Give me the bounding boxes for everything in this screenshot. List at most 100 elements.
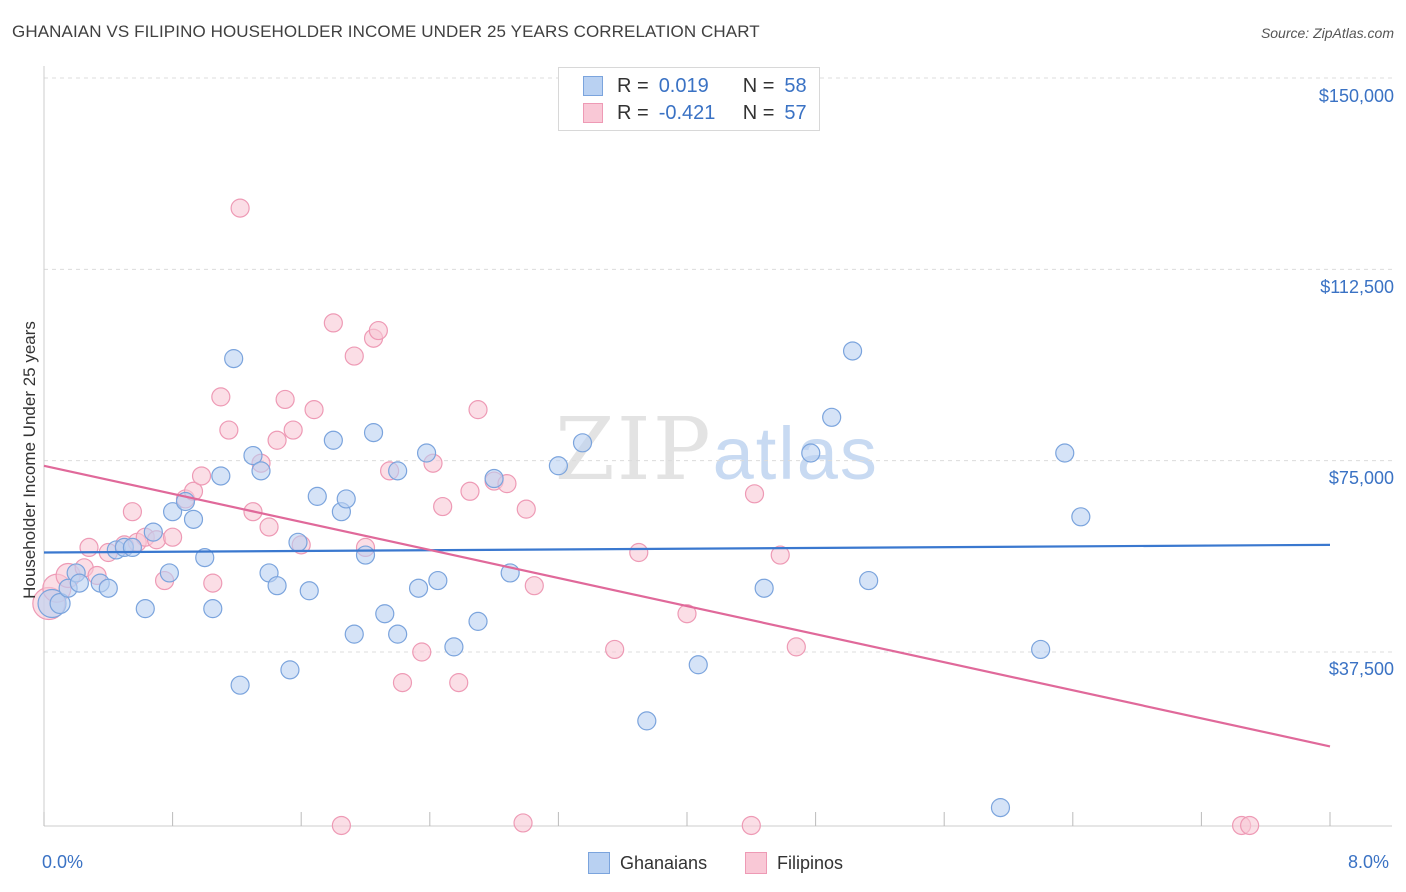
ghanaians-point-24	[267, 576, 287, 596]
legend-swatch-blue	[588, 852, 610, 874]
legend-n-label: N =	[742, 74, 775, 97]
ghanaians-point-35	[375, 604, 395, 624]
ghanaians-trend-line	[43, 543, 1331, 554]
y-axis-label: Householder Income Under 25 years	[20, 321, 39, 599]
legend-label-ghanaians: Ghanaians	[620, 852, 708, 873]
filipinos-point-23	[259, 517, 279, 537]
x-tick-label-max: 8.0%	[1348, 852, 1390, 872]
legend-swatch-blue	[583, 76, 603, 96]
ghanaians-point-28	[307, 486, 327, 506]
filipinos-point-17	[203, 573, 223, 593]
ghanaians-point-10	[135, 599, 155, 619]
ghanaians-point-21	[243, 445, 263, 466]
filipinos-point-25	[275, 389, 295, 410]
ghanaians-point-45	[548, 456, 569, 476]
filipinos-point-4	[79, 537, 99, 558]
filipinos-point-40	[449, 673, 469, 693]
y-tick-label-112500: $112,500	[1320, 277, 1394, 297]
filipinos-point-47	[524, 576, 544, 596]
ghanaians-point-12	[159, 563, 179, 583]
filipinos-point-34	[368, 320, 388, 341]
filipinos-point-31	[344, 346, 364, 366]
legend-n-value: 58	[784, 74, 807, 97]
legend-row-ghanaians: R = 0.019 N = 58	[583, 74, 807, 98]
filipinos-point-41	[460, 481, 480, 501]
legend-r-label: R =	[617, 74, 649, 97]
ghanaians-point-43	[484, 468, 504, 489]
axes	[43, 66, 1392, 827]
ghanaians-point-53	[859, 570, 879, 591]
ghanaians-point-15	[183, 509, 204, 529]
source-label: Source: ZipAtlas.com	[1260, 25, 1394, 41]
filipinos-point-16	[191, 466, 212, 486]
ghanaians-point-52	[842, 341, 863, 361]
chart-title: GHANAIAN VS FILIPINO HOUSEHOLDER INCOME …	[12, 22, 760, 41]
filipinos-point-37	[412, 642, 432, 662]
filipinos-point-50	[677, 604, 697, 624]
ghanaians-point-6	[98, 578, 118, 598]
stats-legend: R = 0.019 N = 58 R = -0.421 N = 57	[558, 67, 820, 131]
filipinos-point-49	[629, 542, 649, 563]
ghanaians-point-56	[1055, 443, 1075, 463]
filipinos-point-56	[1240, 815, 1260, 836]
ghanaians-point-27	[299, 581, 319, 601]
filipinos-point-53	[770, 545, 790, 565]
ghanaians-point-41	[444, 637, 464, 657]
ghanaians-point-34	[363, 423, 384, 443]
ghanaians-point-32	[344, 624, 364, 644]
gridlines	[44, 77, 1392, 653]
ghanaians-point-22	[251, 461, 271, 481]
ghanaians-point-37	[388, 624, 408, 644]
ghanaians-point-46	[572, 433, 593, 453]
ghanaians-points	[37, 341, 1091, 818]
legend-r-value: 0.019	[658, 74, 709, 97]
filipinos-point-13	[163, 527, 183, 547]
y-tick-label-37500: $37,500	[1328, 659, 1394, 679]
ghanaians-point-26	[288, 532, 308, 552]
filipinos-point-28	[304, 400, 324, 420]
ghanaians-point-48	[688, 655, 708, 675]
legend-r-label: R =	[617, 101, 649, 124]
filipinos-point-46	[516, 499, 536, 519]
x-tick-label-min: 0.0%	[42, 852, 84, 872]
legend-swatch-pink	[745, 852, 767, 874]
ghanaians-point-42	[468, 611, 488, 631]
ghanaians-point-57	[1071, 507, 1091, 527]
ghanaians-point-25	[280, 660, 300, 680]
ghanaians-point-11	[143, 522, 163, 542]
ghanaians-point-49	[754, 578, 774, 598]
ghanaians-point-50	[801, 443, 821, 463]
legend-item-filipinos: Filipinos	[745, 852, 843, 874]
filipinos-point-51	[741, 815, 761, 836]
filipinos-point-45	[513, 813, 533, 833]
legend-item-ghanaians: Ghanaians	[588, 852, 707, 874]
ghanaians-point-36	[388, 461, 408, 481]
legend-label-filipinos: Filipinos	[777, 852, 844, 873]
filipinos-point-36	[392, 673, 413, 693]
trend-lines	[43, 464, 1331, 748]
filipinos-point-18	[211, 387, 231, 407]
filipinos-point-30	[331, 815, 351, 836]
legend-n-value: 57	[784, 101, 807, 124]
ghanaians-point-29	[323, 430, 343, 450]
ghanaians-point-1	[49, 592, 71, 615]
filipinos-point-8	[122, 502, 143, 522]
ghanaians-point-20	[230, 675, 250, 695]
filipinos-point-29	[323, 313, 343, 333]
watermark-atlas: atlas	[712, 412, 879, 495]
filipinos-point-54	[786, 637, 806, 657]
ghanaians-point-33	[355, 545, 376, 565]
ghanaians-point-4	[69, 573, 89, 593]
filipinos-point-39	[433, 496, 453, 517]
ghanaians-point-17	[203, 599, 223, 619]
y-tick-label-150000: $150,000	[1318, 86, 1394, 106]
ghanaians-point-9	[122, 537, 143, 558]
filipinos-point-19	[219, 420, 239, 440]
legend-n-label: N =	[742, 101, 775, 124]
y-tick-label-75000: $75,000	[1328, 468, 1394, 488]
filipinos-point-26	[283, 420, 303, 440]
ghanaians-point-13	[163, 502, 183, 522]
filipinos-point-42	[468, 400, 488, 420]
ghanaians-point-40	[428, 570, 448, 591]
